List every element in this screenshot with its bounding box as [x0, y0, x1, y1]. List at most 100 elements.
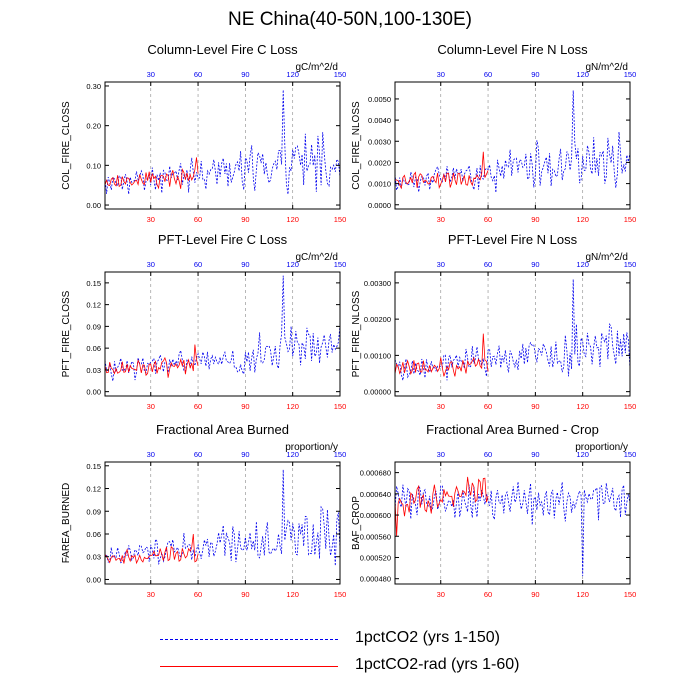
plot-frame: [394, 81, 631, 210]
x-tick-label-bottom: 30: [147, 215, 155, 224]
y-tick-label: 0.12: [86, 485, 101, 494]
y-tick-label: 0.03: [86, 366, 101, 375]
series-1pctco2-rad-line: [104, 157, 199, 190]
x-tick-label-bottom: 90: [531, 215, 539, 224]
x-tick-label-bottom: 120: [576, 402, 589, 411]
x-tick-label-top: 150: [334, 260, 347, 269]
series-1pctco2-line: [394, 90, 631, 193]
y-tick-label: 0.00000: [364, 388, 391, 397]
x-tick-label-top: 150: [624, 70, 637, 79]
y-tick-label: 0.09: [86, 507, 101, 516]
plot-frame: [104, 271, 341, 397]
x-tick-label-bottom: 90: [241, 402, 249, 411]
x-tick-label-top: 30: [437, 450, 445, 459]
y-tick-label: 0.00: [86, 201, 101, 210]
y-tick-label: 0.10: [86, 161, 101, 170]
panel-title: PFT-Level Fire N Loss: [448, 232, 578, 247]
y-tick-label: 0.0020: [368, 158, 391, 167]
series-1pctco2-line: [104, 275, 341, 382]
panel-title: Fractional Area Burned - Crop: [426, 422, 599, 437]
legend-label: 1pctCO2-rad (yrs 1-60): [355, 656, 520, 673]
x-tick-label-top: 90: [241, 260, 249, 269]
y-axis-label: BAF_CROP: [351, 496, 362, 550]
units-label: gC/m^2/d: [296, 252, 339, 263]
series-1pctco2-rad-line: [104, 533, 199, 565]
plot-frame: [394, 461, 631, 585]
x-tick-label-top: 120: [576, 260, 589, 269]
units-label: proportion/y: [285, 442, 338, 453]
y-tick-label: 0.000680: [360, 469, 391, 478]
legend-item-1pctco2: 1pctCO2 (yrs 1-150): [150, 628, 650, 652]
y-tick-label: 0.000600: [360, 511, 391, 520]
y-tick-label: 0.0030: [368, 137, 391, 146]
x-tick-label-bottom: 90: [241, 215, 249, 224]
legend-item-1pctco2-rad: 1pctCO2-rad (yrs 1-60): [150, 655, 650, 679]
x-tick-label-top: 90: [531, 450, 539, 459]
x-tick-label-top: 150: [334, 450, 347, 459]
series-1pctco2-line: [104, 469, 341, 566]
y-axis-label: COL_FIRE_NLOSS: [351, 101, 362, 190]
x-tick-label-bottom: 60: [194, 402, 202, 411]
x-tick-label-top: 60: [194, 260, 202, 269]
x-tick-label-top: 30: [147, 260, 155, 269]
y-tick-label: 0.0000: [368, 201, 391, 210]
x-tick-label-bottom: 30: [437, 215, 445, 224]
x-tick-label-bottom: 120: [576, 590, 589, 599]
x-tick-label-top: 150: [624, 260, 637, 269]
y-tick-label: 0.000560: [360, 532, 391, 541]
x-tick-label-bottom: 60: [194, 590, 202, 599]
series-1pctco2-rad-line: [104, 344, 199, 378]
panel-title: Column-Level Fire C Loss: [147, 42, 298, 57]
plot-frame: [104, 81, 341, 210]
x-tick-label-bottom: 150: [334, 590, 347, 599]
units-label: proportion/y: [575, 442, 628, 453]
x-tick-label-top: 120: [286, 260, 299, 269]
x-tick-label-top: 30: [147, 450, 155, 459]
x-tick-label-top: 150: [334, 70, 347, 79]
y-tick-label: 0.06: [86, 530, 101, 539]
x-tick-label-bottom: 30: [147, 402, 155, 411]
legend: 1pctCO2 (yrs 1-150) 1pctCO2-rad (yrs 1-6…: [150, 628, 650, 698]
y-tick-label: 0.000520: [360, 553, 391, 562]
x-tick-label-bottom: 150: [624, 402, 637, 411]
series-1pctco2-rad-line: [394, 151, 489, 190]
x-tick-label-bottom: 150: [624, 215, 637, 224]
y-tick-label: 0.09: [86, 322, 101, 331]
x-tick-label-top: 120: [286, 450, 299, 459]
y-tick-label: 0.12: [86, 301, 101, 310]
x-tick-label-bottom: 120: [286, 590, 299, 599]
x-tick-label-bottom: 60: [484, 590, 492, 599]
legend-swatch-dashed: [160, 639, 338, 640]
x-tick-label-top: 30: [437, 260, 445, 269]
series-1pctco2-rad-line: [394, 333, 489, 377]
x-tick-label-top: 30: [437, 70, 445, 79]
y-tick-label: 0.0050: [368, 95, 391, 104]
y-tick-label: 0.15: [86, 279, 101, 288]
y-tick-label: 0.00100: [364, 351, 391, 360]
legend-label: 1pctCO2 (yrs 1-150): [355, 629, 500, 646]
x-tick-label-top: 90: [531, 260, 539, 269]
series-1pctco2-rad-line: [394, 476, 489, 537]
x-tick-label-top: 60: [484, 450, 492, 459]
x-tick-label-bottom: 90: [241, 590, 249, 599]
x-tick-label-bottom: 30: [147, 590, 155, 599]
x-tick-label-top: 120: [576, 70, 589, 79]
units-label: gN/m^2/d: [586, 252, 629, 263]
y-axis-label: FAREA_BURNED: [61, 483, 72, 564]
x-tick-label-bottom: 120: [286, 215, 299, 224]
x-tick-label-bottom: 90: [531, 590, 539, 599]
y-tick-label: 0.06: [86, 344, 101, 353]
x-tick-label-top: 60: [194, 70, 202, 79]
y-axis-label: COL_FIRE_CLOSS: [61, 101, 72, 190]
y-tick-label: 0.000640: [360, 490, 391, 499]
x-tick-label-bottom: 150: [624, 590, 637, 599]
y-axis-label: PFT_FIRE_NLOSS: [351, 290, 362, 377]
y-tick-label: 0.0010: [368, 180, 391, 189]
x-tick-label-bottom: 150: [334, 402, 347, 411]
x-tick-label-top: 120: [286, 70, 299, 79]
plot-frame: [104, 461, 341, 585]
y-tick-label: 0.0040: [368, 116, 391, 125]
x-tick-label-top: 60: [484, 260, 492, 269]
x-tick-label-top: 60: [484, 70, 492, 79]
